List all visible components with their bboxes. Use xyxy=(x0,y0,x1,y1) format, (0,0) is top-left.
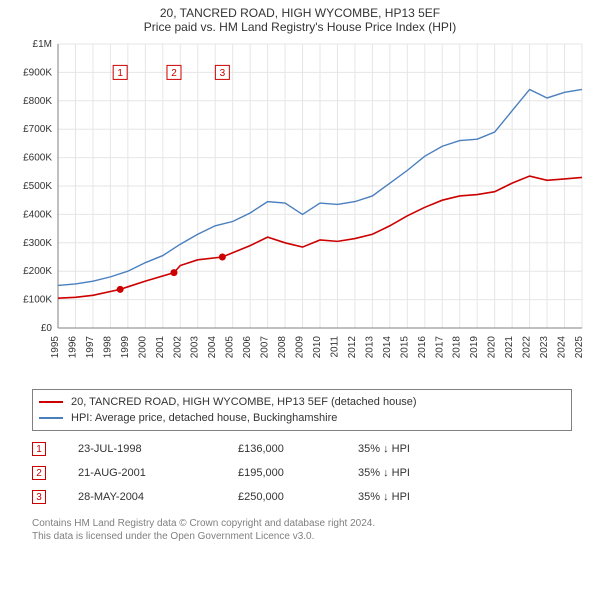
svg-text:2001: 2001 xyxy=(155,336,166,359)
svg-text:2024: 2024 xyxy=(557,336,568,359)
sale-hpi: 35% ↓ HPI xyxy=(358,443,572,455)
svg-text:£500K: £500K xyxy=(23,181,52,192)
svg-text:2004: 2004 xyxy=(207,336,218,359)
svg-text:1: 1 xyxy=(117,68,123,79)
svg-text:2: 2 xyxy=(171,68,177,79)
chart-container: 20, TANCRED ROAD, HIGH WYCOMBE, HP13 5EF… xyxy=(0,0,600,543)
svg-text:2015: 2015 xyxy=(399,336,410,359)
svg-text:2020: 2020 xyxy=(487,336,498,359)
svg-text:£400K: £400K xyxy=(23,209,52,220)
line-chart-svg: £0 £100K £200K £300K £400K £500K £600K £700K £80… xyxy=(10,38,590,383)
sale-marker-icon: 1 xyxy=(32,442,46,456)
svg-text:2017: 2017 xyxy=(434,336,445,359)
sale-date: 28-MAY-2004 xyxy=(78,491,238,503)
svg-text:2014: 2014 xyxy=(382,336,393,359)
svg-text:2013: 2013 xyxy=(364,336,375,359)
sale-marker-icon: 2 xyxy=(32,466,46,480)
svg-text:£700K: £700K xyxy=(23,124,52,135)
sale-hpi: 35% ↓ HPI xyxy=(358,491,572,503)
svg-text:2005: 2005 xyxy=(225,336,236,359)
legend: 20, TANCRED ROAD, HIGH WYCOMBE, HP13 5EF… xyxy=(32,389,572,431)
svg-text:2012: 2012 xyxy=(347,336,358,359)
svg-text:2006: 2006 xyxy=(242,336,253,359)
sale-hpi: 35% ↓ HPI xyxy=(358,467,572,479)
svg-text:£0: £0 xyxy=(41,323,53,334)
svg-text:£100K: £100K xyxy=(23,295,52,306)
footer-line2: This data is licensed under the Open Gov… xyxy=(32,530,590,543)
svg-text:1995: 1995 xyxy=(50,336,61,359)
chart: £0 £100K £200K £300K £400K £500K £600K £700K £80… xyxy=(10,38,590,383)
sales-row: 3 28-MAY-2004 £250,000 35% ↓ HPI xyxy=(32,485,572,509)
svg-text:2016: 2016 xyxy=(417,336,428,359)
legend-swatch-hpi xyxy=(39,417,63,419)
svg-text:2018: 2018 xyxy=(452,336,463,359)
svg-text:£800K: £800K xyxy=(23,96,52,107)
svg-text:£900K: £900K xyxy=(23,67,52,78)
sales-row: 1 23-JUL-1998 £136,000 35% ↓ HPI xyxy=(32,437,572,461)
sales-row: 2 21-AUG-2001 £195,000 35% ↓ HPI xyxy=(32,461,572,485)
legend-label-property: 20, TANCRED ROAD, HIGH WYCOMBE, HP13 5EF… xyxy=(71,396,417,408)
svg-text:3: 3 xyxy=(220,68,226,79)
svg-text:2022: 2022 xyxy=(522,336,533,359)
legend-row-hpi: HPI: Average price, detached house, Buck… xyxy=(39,410,565,426)
svg-text:1999: 1999 xyxy=(120,336,131,359)
legend-label-hpi: HPI: Average price, detached house, Buck… xyxy=(71,412,337,424)
svg-text:2002: 2002 xyxy=(172,336,183,359)
sale-price: £136,000 xyxy=(238,443,358,455)
sales-table: 1 23-JUL-1998 £136,000 35% ↓ HPI 2 21-AU… xyxy=(32,437,572,509)
legend-row-property: 20, TANCRED ROAD, HIGH WYCOMBE, HP13 5EF… xyxy=(39,394,565,410)
sale-date: 21-AUG-2001 xyxy=(78,467,238,479)
sale-price: £195,000 xyxy=(238,467,358,479)
svg-text:£1M: £1M xyxy=(33,39,52,50)
svg-text:2019: 2019 xyxy=(469,336,480,359)
svg-text:£200K: £200K xyxy=(23,266,52,277)
sale-price: £250,000 xyxy=(238,491,358,503)
svg-text:2025: 2025 xyxy=(574,336,585,359)
svg-text:2011: 2011 xyxy=(329,336,340,358)
footer-note: Contains HM Land Registry data © Crown c… xyxy=(32,517,590,543)
svg-text:2008: 2008 xyxy=(277,336,288,359)
svg-text:1998: 1998 xyxy=(102,336,113,359)
svg-text:2007: 2007 xyxy=(260,336,271,359)
sale-date: 23-JUL-1998 xyxy=(78,443,238,455)
svg-text:1996: 1996 xyxy=(67,336,78,359)
title-block: 20, TANCRED ROAD, HIGH WYCOMBE, HP13 5EF… xyxy=(10,6,590,34)
svg-text:2009: 2009 xyxy=(295,336,306,359)
svg-text:1997: 1997 xyxy=(85,336,96,359)
svg-text:£600K: £600K xyxy=(23,153,52,164)
svg-text:2021: 2021 xyxy=(504,336,515,359)
svg-text:2023: 2023 xyxy=(539,336,550,359)
svg-text:2010: 2010 xyxy=(312,336,323,359)
legend-swatch-property xyxy=(39,401,63,403)
title-subtitle: Price paid vs. HM Land Registry's House … xyxy=(10,20,590,34)
title-address: 20, TANCRED ROAD, HIGH WYCOMBE, HP13 5EF xyxy=(10,6,590,20)
sale-marker-icon: 3 xyxy=(32,490,46,504)
svg-text:2000: 2000 xyxy=(137,336,148,359)
svg-text:2003: 2003 xyxy=(190,336,201,359)
svg-text:£300K: £300K xyxy=(23,238,52,249)
footer-line1: Contains HM Land Registry data © Crown c… xyxy=(32,517,590,530)
